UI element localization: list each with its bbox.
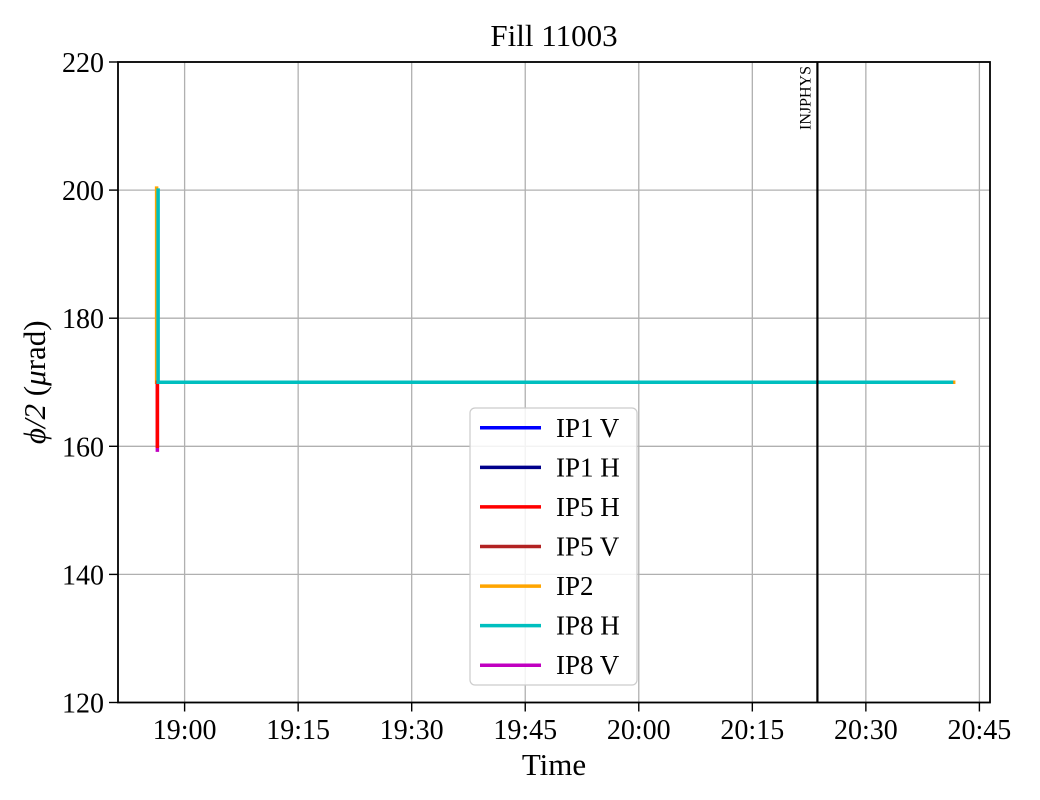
plot-border xyxy=(117,61,991,704)
x-tick-label: 20:15 xyxy=(720,715,784,746)
x-axis-label: Time xyxy=(522,747,586,782)
x-tick-label: 20:30 xyxy=(834,715,898,746)
series-line-ip8-h xyxy=(156,188,954,384)
legend-label-ip1-h: IP1 H xyxy=(556,452,620,482)
y-tick-label: 220 xyxy=(62,48,104,79)
legend-label-ip8-h: IP8 H xyxy=(556,611,620,641)
y-tick-label: 180 xyxy=(62,304,104,335)
y-tick-label: 200 xyxy=(62,176,104,207)
legend-label-ip5-h: IP5 H xyxy=(556,492,620,522)
x-tick-label: 20:00 xyxy=(607,715,671,746)
x-tick-label: 19:15 xyxy=(266,715,330,746)
legend-label-ip1-v: IP1 V xyxy=(556,413,620,443)
y-tick-label: 120 xyxy=(62,689,104,720)
chart-title: Fill 11003 xyxy=(490,18,617,53)
y-tick-label: 160 xyxy=(62,432,104,463)
legend-label-ip8-v: IP8 V xyxy=(556,650,620,680)
x-tick-label: 20:45 xyxy=(948,715,1012,746)
legend-label-ip2: IP2 xyxy=(556,571,594,601)
x-tick-label: 19:00 xyxy=(153,715,217,746)
y-axis-label: ϕ/2 (μrad) xyxy=(17,320,52,444)
x-tick-label: 19:45 xyxy=(493,715,557,746)
legend-box xyxy=(469,407,638,686)
x-tick-label: 19:30 xyxy=(380,715,444,746)
legend-label-ip5-v: IP5 V xyxy=(556,532,620,562)
injphys-label: INJPHYS xyxy=(797,66,814,130)
series-line-ip2 xyxy=(154,186,956,384)
y-tick-label: 140 xyxy=(62,560,104,591)
